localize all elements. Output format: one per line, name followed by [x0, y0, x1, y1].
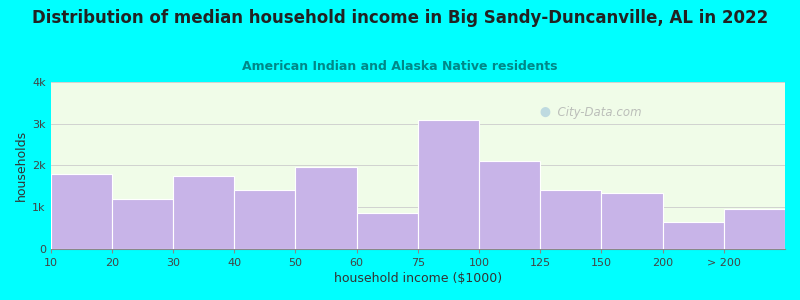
Bar: [112, 199, 173, 249]
Bar: [662, 222, 724, 249]
Bar: [357, 213, 418, 249]
Bar: [479, 161, 540, 249]
Bar: [540, 190, 602, 249]
Text: ⬤: ⬤: [539, 107, 550, 117]
Bar: [602, 193, 662, 249]
Text: City-Data.com: City-Data.com: [550, 106, 642, 118]
Bar: [50, 174, 112, 249]
Bar: [234, 190, 295, 249]
Bar: [724, 209, 785, 249]
Text: American Indian and Alaska Native residents: American Indian and Alaska Native reside…: [242, 60, 558, 73]
X-axis label: household income ($1000): household income ($1000): [334, 272, 502, 285]
Bar: [295, 167, 357, 249]
Bar: [418, 119, 479, 249]
Y-axis label: households: households: [15, 130, 28, 201]
Bar: [173, 176, 234, 249]
Text: Distribution of median household income in Big Sandy-Duncanville, AL in 2022: Distribution of median household income …: [32, 9, 768, 27]
